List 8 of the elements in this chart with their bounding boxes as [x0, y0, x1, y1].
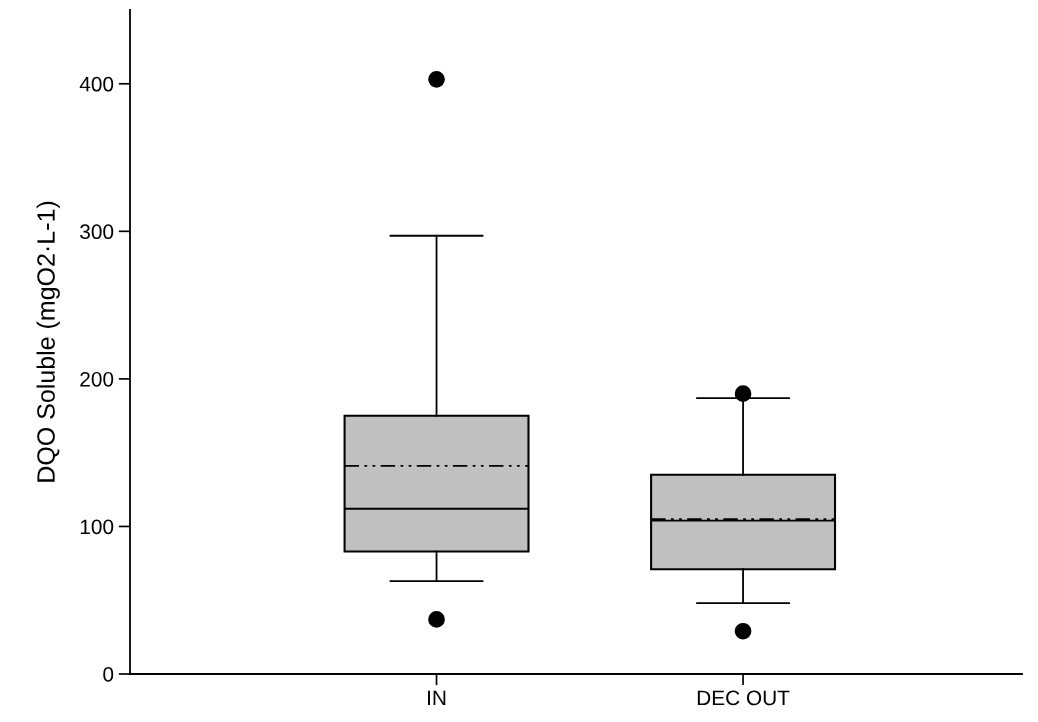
- y-tick-label: 400: [79, 76, 114, 92]
- y-tick-label: 100: [80, 519, 114, 535]
- y-tick-label: 300: [80, 224, 114, 240]
- y-tick-label: 0: [103, 667, 114, 682]
- y-axis-title: DQO Soluble (mgO2·L-1): [36, 201, 60, 482]
- x-tick-label: DEC OUT: [697, 690, 790, 706]
- x-tick-label: IN: [428, 690, 446, 706]
- y-tick-label: 200: [80, 371, 114, 387]
